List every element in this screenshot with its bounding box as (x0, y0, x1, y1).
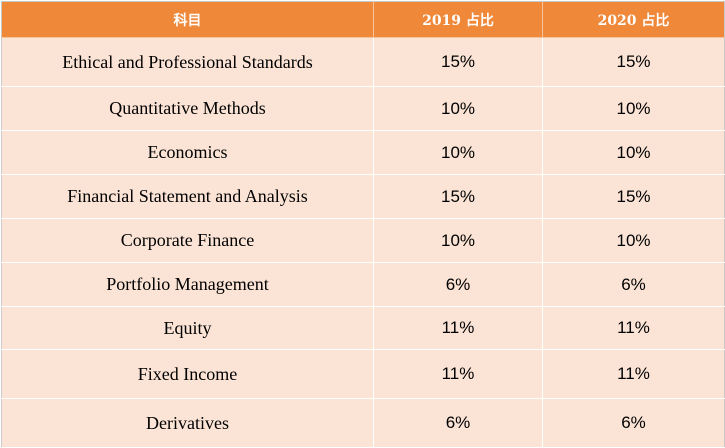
share-2019-cell: 10% (373, 130, 543, 175)
subject-cell: Quantitative Methods (1, 86, 374, 131)
subject-cell: Fixed Income (1, 349, 374, 399)
subject-cell: Equity (1, 306, 374, 350)
header-2020-share: 2020 占比 (542, 1, 725, 38)
table-row: Economics 10% 10% (1, 130, 725, 175)
subject-cell: Economics (1, 130, 374, 175)
share-2020-cell: 10% (542, 130, 725, 175)
table-header: 科目 2019 占比 2020 占比 (1, 1, 725, 38)
table-row: Equity 11% 11% (1, 306, 725, 350)
share-2020-cell: 11% (542, 306, 725, 350)
share-2019-cell: 15% (373, 37, 543, 87)
table-row: Quantitative Methods 10% 10% (1, 86, 725, 131)
header-row: 科目 2019 占比 2020 占比 (1, 1, 725, 38)
share-2020-cell: 11% (542, 349, 725, 399)
share-2020-cell: 6% (542, 262, 725, 307)
share-2019-cell: 11% (373, 306, 543, 350)
table-row: Portfolio Management 6% 6% (1, 262, 725, 307)
share-2019-cell: 10% (373, 86, 543, 131)
subject-cell: Corporate Finance (1, 218, 374, 263)
subject-cell: Ethical and Professional Standards (1, 37, 374, 87)
table-row: Financial Statement and Analysis 15% 15% (1, 174, 725, 219)
share-2020-cell: 10% (542, 218, 725, 263)
subject-cell: Financial Statement and Analysis (1, 174, 374, 219)
table-row: Corporate Finance 10% 10% (1, 218, 725, 263)
header-2019-share: 2019 占比 (373, 1, 543, 38)
header-subject: 科目 (1, 1, 374, 38)
share-2019-cell: 11% (373, 349, 543, 399)
share-2019-cell: 6% (373, 398, 543, 448)
share-2020-cell: 15% (542, 174, 725, 219)
table-row: Ethical and Professional Standards 15% 1… (1, 37, 725, 87)
share-2020-cell: 6% (542, 398, 725, 448)
share-2020-cell: 15% (542, 37, 725, 87)
share-2019-cell: 15% (373, 174, 543, 219)
subject-cell: Derivatives (1, 398, 374, 448)
subject-cell: Portfolio Management (1, 262, 374, 307)
share-2019-cell: 6% (373, 262, 543, 307)
share-2020-cell: 10% (542, 86, 725, 131)
table-body: Ethical and Professional Standards 15% 1… (1, 37, 725, 448)
share-2019-cell: 10% (373, 218, 543, 263)
table-row: Fixed Income 11% 11% (1, 349, 725, 399)
table-row: Derivatives 6% 6% (1, 398, 725, 448)
